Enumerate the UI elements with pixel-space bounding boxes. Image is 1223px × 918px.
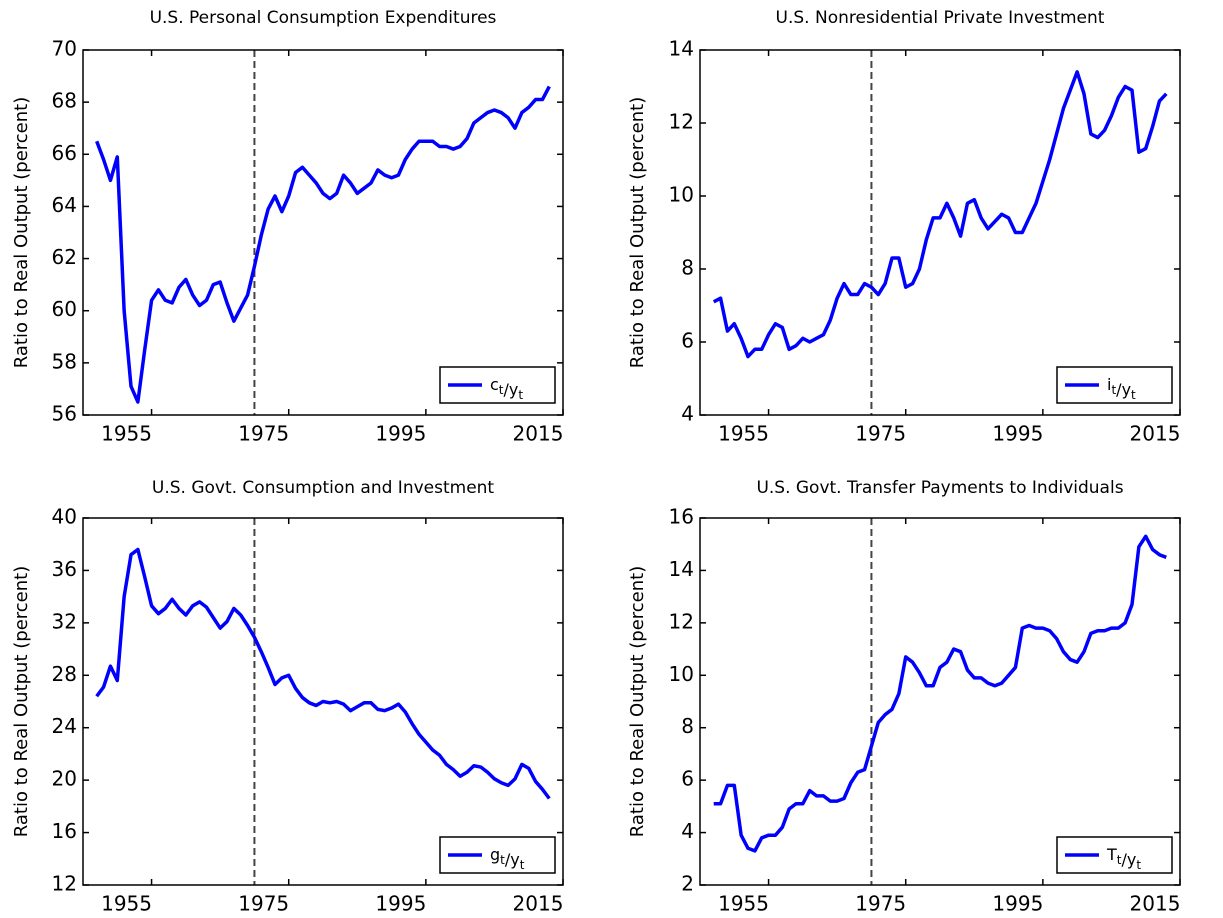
y-tick-label: 24: [52, 714, 77, 738]
x-tick-label: 1955: [101, 422, 152, 446]
y-tick-label: 58: [52, 349, 77, 373]
y-tick-label: 32: [52, 609, 77, 633]
legend: Tt/yt: [1056, 836, 1173, 874]
y-tick-label: 62: [52, 245, 77, 269]
y-tick-label: 20: [52, 767, 77, 791]
legend-label: ct/yt: [490, 375, 523, 402]
panel: U.S. Govt. Transfer Payments to Individu…: [627, 478, 1181, 916]
x-tick-label: 1975: [238, 892, 289, 916]
x-tick-label: 2015: [513, 422, 564, 446]
panel: U.S. Nonresidential Private Investment Ra…: [627, 8, 1181, 446]
chart-title: U.S. Govt. Transfer Payments to Individu…: [756, 478, 1123, 498]
legend: gt/yt: [439, 836, 556, 874]
y-tick-label: 28: [52, 662, 77, 686]
y-tick-label: 4: [681, 402, 694, 426]
y-tick-label: 12: [52, 872, 77, 896]
x-tick-label: 1995: [992, 892, 1043, 916]
legend: ct/yt: [439, 366, 556, 404]
y-tick-label: 4: [681, 819, 694, 843]
x-tick-label: 2015: [1130, 892, 1181, 916]
x-tick-label: 1975: [855, 422, 906, 446]
plot-frame: [82, 517, 564, 886]
y-tick-label: 6: [681, 767, 694, 791]
plot-frame: [82, 49, 564, 416]
chart-title: U.S. Nonresidential Private Investment: [776, 8, 1105, 28]
y-tick-label: 8: [681, 714, 694, 738]
x-tick-label: 2015: [1130, 422, 1181, 446]
y-tick-label: 66: [52, 141, 77, 165]
y-tick-label: 14: [669, 37, 694, 61]
x-tick-label: 1955: [101, 892, 152, 916]
plot-frame: [699, 49, 1181, 416]
data-line: [713, 534, 1167, 853]
data-line: [712, 70, 1168, 359]
y-tick-label: 2: [681, 872, 694, 896]
x-tick-label: 1995: [375, 892, 426, 916]
y-tick-label: 70: [52, 37, 77, 61]
x-tick-label: 1975: [238, 422, 289, 446]
x-tick-label: 2015: [513, 892, 564, 916]
x-tick-label: 1975: [855, 892, 906, 916]
y-tick-label: 16: [669, 505, 694, 529]
y-tick-label: 12: [669, 110, 694, 134]
legend: it/yt: [1056, 366, 1173, 404]
y-axis-label: Ratio to Real Output (percent): [11, 97, 32, 369]
y-axis-label: Ratio to Real Output (percent): [11, 566, 32, 838]
y-tick-label: 36: [52, 557, 77, 581]
y-tick-label: 60: [52, 297, 77, 321]
y-tick-label: 8: [681, 256, 694, 280]
y-axis-label: Ratio to Real Output (percent): [627, 566, 648, 838]
panel: U.S. Personal Consumption Expenditures Ra…: [11, 8, 564, 446]
data-line: [95, 547, 551, 800]
x-tick-label: 1995: [375, 422, 426, 446]
y-tick-label: 40: [52, 505, 77, 529]
panel: U.S. Govt. Consumption and Investment Rat…: [11, 478, 564, 916]
chart-title: U.S. Govt. Consumption and Investment: [152, 478, 495, 498]
legend-label: gt/yt: [490, 845, 525, 872]
x-tick-label: 1995: [992, 422, 1043, 446]
y-tick-label: 56: [52, 402, 77, 426]
data-line: [95, 85, 551, 404]
y-tick-label: 6: [681, 329, 694, 353]
legend-label: it/yt: [1107, 375, 1136, 402]
y-tick-label: 64: [52, 193, 77, 217]
y-tick-label: 10: [669, 662, 694, 686]
y-axis-label: Ratio to Real Output (percent): [627, 97, 648, 369]
x-tick-label: 1955: [718, 892, 769, 916]
legend-label: Tt/yt: [1106, 845, 1141, 872]
y-tick-label: 14: [669, 557, 694, 581]
x-tick-label: 1955: [718, 422, 769, 446]
y-tick-label: 12: [669, 609, 694, 633]
chart-title: U.S. Personal Consumption Expenditures: [150, 8, 497, 28]
plot-frame: [699, 517, 1181, 886]
y-tick-label: 68: [52, 89, 77, 113]
y-tick-label: 10: [669, 183, 694, 207]
y-tick-label: 16: [52, 819, 77, 843]
